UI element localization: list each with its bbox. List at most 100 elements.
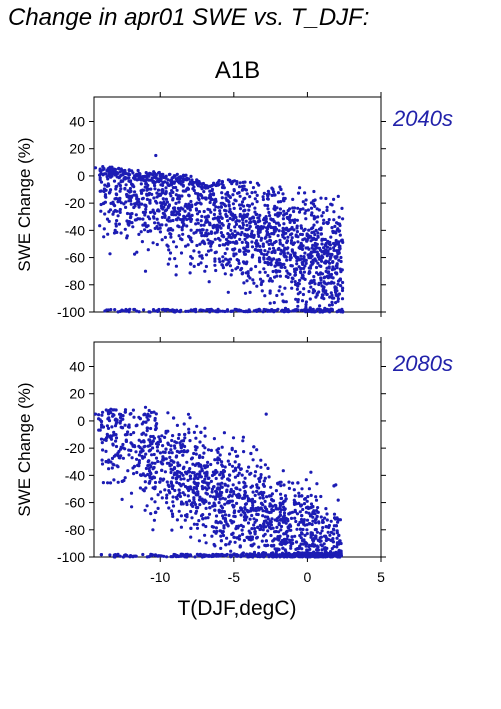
scatter-point [146, 418, 150, 422]
scatter-point [127, 168, 131, 173]
scatter-point [315, 207, 319, 211]
scatter-point [181, 218, 185, 222]
scatter-point [102, 235, 106, 239]
x-axis-label: T(DJF,degC) [177, 597, 296, 620]
scatter-point [269, 225, 273, 230]
scatter-point [179, 552, 183, 556]
scatter-point [219, 485, 223, 489]
scatter-point [296, 300, 300, 304]
scatter-point [227, 499, 232, 503]
scatter-point [123, 423, 127, 427]
scatter-point [216, 215, 220, 219]
scatter-point [247, 208, 251, 212]
scatter-point [313, 310, 317, 314]
scatter-point [115, 230, 119, 234]
scatter-point [318, 536, 322, 540]
scatter-point [311, 261, 315, 265]
scatter-point [227, 233, 231, 237]
scatter-point [219, 493, 223, 497]
scatter-point [307, 511, 311, 515]
scatter-point [106, 412, 111, 416]
scatter-point [265, 232, 269, 237]
scatter-point [293, 270, 297, 274]
scatter-point [251, 501, 255, 505]
scatter-point [294, 282, 298, 287]
scatter-point [277, 530, 281, 534]
scatter-point [303, 251, 307, 255]
scatter-point [211, 192, 216, 196]
scatter-point [228, 240, 232, 244]
scatter-point [178, 491, 182, 495]
scatter-point [217, 509, 221, 513]
scatter-point [199, 475, 203, 479]
scatter-point [243, 291, 248, 295]
scatter-point [100, 458, 104, 462]
scatter-point [147, 310, 151, 314]
scatter-point [258, 554, 262, 558]
scatter-point [226, 219, 230, 223]
scatter-point [314, 527, 318, 532]
scatter-point [158, 480, 162, 484]
scatter-point [221, 183, 225, 187]
scatter-point [210, 184, 214, 188]
scatter-point [221, 533, 226, 538]
scatter-point [326, 251, 330, 255]
scatter-point [189, 219, 193, 223]
scatter-point [187, 427, 191, 431]
scatter-point [293, 280, 297, 284]
scatter-point [243, 476, 247, 480]
scatter-point [329, 530, 333, 535]
scatter-point [205, 473, 209, 477]
scatter-point [301, 200, 305, 204]
scatter-point [258, 244, 262, 248]
scatter-point [158, 230, 162, 234]
scatter-point [102, 189, 106, 194]
scatter-point [139, 230, 143, 234]
scatter-point [148, 438, 152, 442]
scatter-point [254, 241, 258, 245]
scatter-point [236, 454, 240, 458]
scatter-point [271, 246, 276, 250]
scatter-point [269, 263, 273, 267]
scatter-point [253, 210, 257, 214]
scatter-point [296, 240, 300, 244]
scatter-point [174, 476, 178, 480]
scatter-point [301, 274, 305, 278]
scatter-point [154, 510, 158, 514]
scatter-point [206, 476, 210, 480]
scatter-point [114, 192, 118, 196]
scatter-point [170, 176, 174, 180]
scatter-point [335, 545, 339, 549]
scatter-point [250, 484, 254, 488]
scatter-point [262, 253, 266, 257]
scatter-point [236, 495, 240, 499]
scatter-point [216, 205, 221, 209]
scatter-point [316, 261, 320, 265]
scatter-point [316, 235, 320, 239]
scatter-point [331, 540, 335, 544]
scatter-point [169, 179, 173, 183]
panel-frame-2080s [93, 341, 382, 558]
scatter-point [145, 197, 149, 201]
scatter-point [224, 214, 228, 218]
scatter-point [136, 463, 140, 467]
scatter-point [112, 463, 116, 467]
scatter-point [316, 545, 320, 549]
scatter-point [146, 248, 150, 252]
scatter-point [145, 192, 149, 196]
scatter-point [154, 412, 158, 416]
scatter-point [274, 221, 278, 225]
scatter-point [162, 554, 166, 558]
scatter-point [319, 494, 323, 499]
scatter-point [200, 234, 204, 238]
scatter-point [223, 502, 227, 506]
scatter-point [218, 260, 222, 264]
scatter-point [263, 203, 267, 207]
scatter-point [255, 448, 259, 452]
scatter-point [204, 220, 208, 224]
scatter-point [306, 246, 310, 250]
scatter-point [234, 215, 238, 220]
scatter-point [240, 528, 244, 532]
scatter-point [299, 254, 303, 258]
scatter-point [207, 501, 211, 505]
